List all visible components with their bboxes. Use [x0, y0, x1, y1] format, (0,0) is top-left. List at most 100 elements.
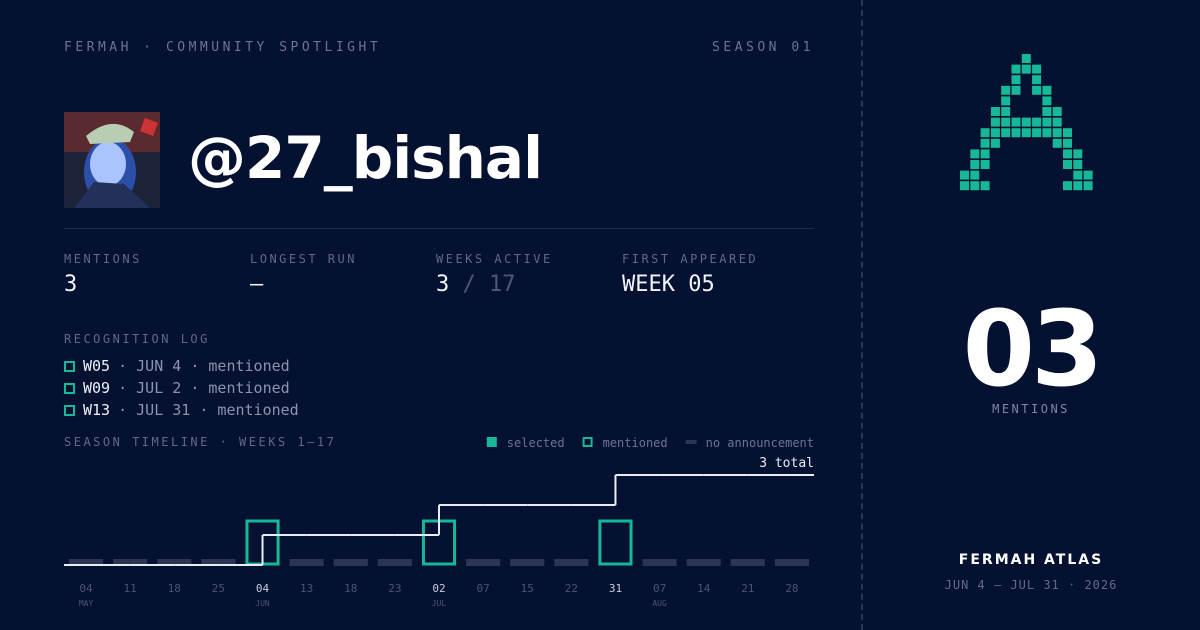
logo-pixel	[1073, 149, 1083, 159]
logo-pixel	[970, 181, 980, 191]
log-week: W05	[83, 357, 111, 375]
week-empty	[510, 559, 545, 566]
logo-pixel	[1063, 181, 1072, 191]
logo-pixel	[1063, 138, 1072, 148]
week-empty	[113, 559, 148, 566]
logo-pixel	[1001, 85, 1011, 95]
stat-label: FIRST APPEARED	[622, 252, 759, 266]
logo-pixel	[1011, 75, 1021, 85]
logo-pixel	[970, 149, 980, 159]
handle: @27_bishal	[188, 124, 543, 192]
logo-pixel	[1021, 64, 1031, 74]
week-empty	[377, 559, 412, 566]
week-tick: 25	[212, 582, 225, 595]
week-tick: 22	[565, 582, 578, 595]
week-tick: 04	[256, 582, 270, 595]
logo-pixel	[1032, 117, 1042, 127]
separator	[861, 0, 863, 630]
date-range: JUN 4 — JUL 31 · 2026	[944, 578, 1118, 592]
logo-pixel	[990, 128, 1000, 138]
log-marker	[64, 404, 75, 416]
week-tick: 07	[476, 582, 489, 595]
count-label: MENTIONS	[992, 402, 1070, 416]
logo-pixel	[1073, 170, 1083, 180]
stat-value: 3	[64, 272, 77, 297]
stat-label: WEEKS ACTIVE	[436, 252, 553, 266]
log-week: W13	[83, 401, 111, 419]
month-label: MAY	[79, 599, 94, 608]
logo-pixel	[1011, 64, 1021, 74]
week-tick: 28	[785, 582, 798, 595]
legend-swatch	[582, 437, 593, 447]
season: SEASON 01	[712, 40, 814, 55]
avatar	[64, 112, 160, 208]
week-tick: 23	[388, 582, 401, 595]
log-title: RECOGNITION LOG	[64, 332, 210, 346]
logo-pixel	[1042, 85, 1052, 95]
legend-swatch	[486, 437, 497, 447]
week-empty	[554, 559, 589, 566]
month-label: AUG	[652, 599, 667, 608]
atlas-name: FERMAH ATLAS	[958, 552, 1104, 568]
logo-pixel	[1032, 64, 1042, 74]
stat-suffix: / 17	[462, 272, 516, 297]
timeline-title: SEASON TIMELINE · WEEKS 1–17	[64, 435, 337, 449]
logo-pixel	[1032, 128, 1042, 138]
week-tick: 18	[168, 582, 181, 595]
log-detail: · JUN 4 · mentioned	[118, 357, 290, 375]
logo-pixel	[1001, 117, 1011, 127]
logo-pixel	[1011, 85, 1021, 95]
log-marker	[64, 360, 75, 372]
week-tick: 02	[432, 582, 445, 595]
log-marker	[64, 382, 75, 394]
week-tick: 14	[697, 582, 711, 595]
total-label: 3 total	[759, 456, 814, 471]
stat-number: —	[250, 272, 264, 297]
stat-number: WEEK 05	[622, 272, 715, 297]
logo-pixel	[1052, 117, 1062, 127]
stat-number: 3	[436, 272, 450, 297]
log-week: W09	[83, 379, 111, 397]
week-mentioned	[598, 519, 633, 566]
week-empty	[642, 559, 677, 566]
stat-value: 3 / 17	[436, 272, 515, 297]
log-item: W09 · JUL 2 · mentioned	[64, 377, 299, 399]
week-empty	[201, 559, 236, 566]
logo-pixel	[1011, 128, 1021, 138]
logo-pixel	[980, 181, 990, 191]
logo-pixel	[980, 138, 990, 148]
logo-pixel	[1052, 138, 1062, 148]
logo-pixel	[990, 117, 1000, 127]
log-item: W05 · JUN 4 · mentioned	[64, 355, 299, 377]
stat-value: WEEK 05	[622, 272, 715, 297]
logo-pixel	[970, 160, 980, 169]
legend-label: selected	[507, 436, 565, 450]
month-label: JUL	[432, 599, 447, 608]
stat-number: 3	[64, 272, 78, 297]
logo-pixel	[1042, 107, 1052, 116]
logo-pixel	[1001, 107, 1011, 116]
logo-pixel	[1063, 149, 1072, 159]
logo-pixel	[1042, 96, 1052, 106]
log-item: W13 · JUL 31 · mentioned	[64, 399, 299, 421]
log-detail: · JUL 31 · mentioned	[118, 401, 299, 419]
logo-pixel	[1001, 96, 1011, 106]
week-empty	[730, 559, 765, 566]
logo-pixel	[1063, 128, 1072, 138]
week-tick: 21	[741, 582, 754, 595]
timeline: no announcement mentioned selected 3 total 0…	[64, 436, 814, 608]
logo-pixel	[1021, 128, 1031, 138]
brand: FERMAH · COMMUNITY SPOTLIGHT	[64, 40, 382, 55]
logo-pixel	[980, 128, 990, 138]
logo-pixel	[980, 149, 990, 159]
logo-pixel	[1001, 128, 1011, 138]
month-label: JUN	[255, 599, 270, 608]
logo-pixel	[1073, 181, 1083, 191]
logo-pixel	[1042, 128, 1052, 138]
stat-label: MENTIONS	[64, 252, 142, 266]
week-tick: 04	[79, 582, 93, 595]
count: 03	[962, 288, 1104, 410]
week-empty	[69, 559, 104, 566]
logo-pixel	[970, 170, 980, 180]
